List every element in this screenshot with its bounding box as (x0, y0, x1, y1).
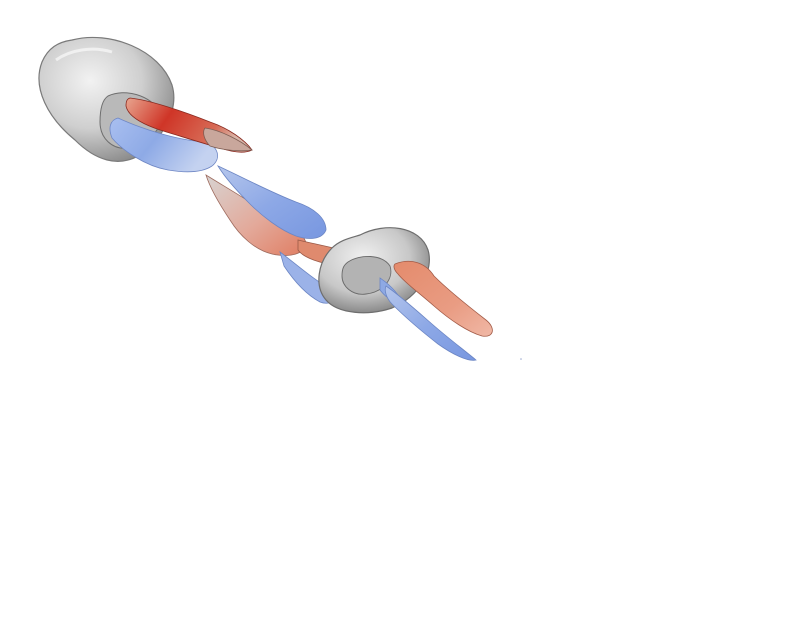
render-speck (520, 358, 522, 360)
blue-trailing-tail (384, 285, 477, 361)
red-inner-tube (125, 97, 253, 153)
salmon-trailing-tail (393, 260, 493, 337)
blue-lower-tube (109, 117, 219, 173)
secondary-vortex-ring (318, 227, 430, 314)
